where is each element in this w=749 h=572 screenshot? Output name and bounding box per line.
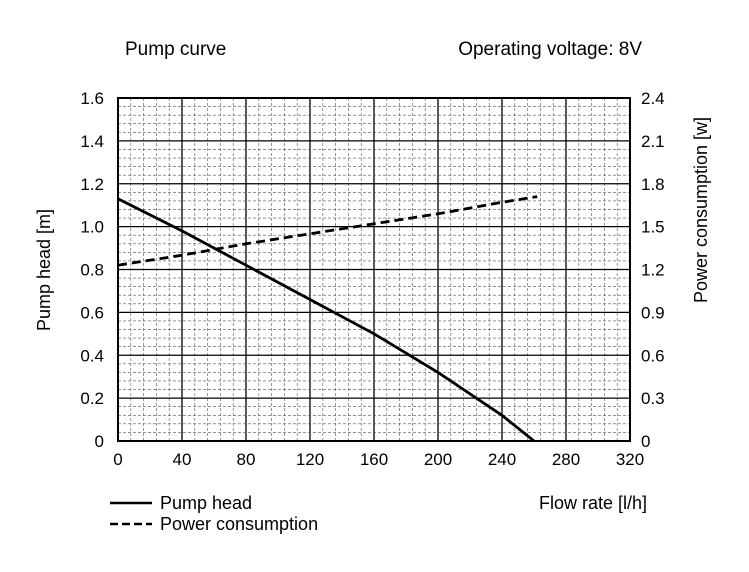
left-y-tick-labels: 0 0.2 0.4 0.6 0.8 1.0 1.2 1.4 1.6: [80, 89, 104, 451]
chart-title: Pump curve: [125, 39, 226, 60]
legend: Pump head Power consumption: [110, 493, 318, 534]
left-y-tick-label: 0: [95, 432, 104, 451]
plot-area-frame: [117, 97, 631, 442]
right-y-tick-label: 1.2: [641, 261, 665, 280]
left-y-tick-label: 0.8: [80, 261, 104, 280]
x-axis-title: Flow rate [l/h]: [539, 493, 647, 513]
x-tick-labels: 0 40 80 120 160 200 240 280 320: [113, 450, 644, 469]
legend-label-power-consumption: Power consumption: [160, 514, 318, 534]
right-y-tick-label: 0.9: [641, 303, 665, 322]
left-y-tick-label: 1.6: [80, 89, 104, 108]
series-lines: [117, 195, 538, 443]
x-tick-label: 40: [173, 450, 192, 469]
x-tick-label: 200: [424, 450, 452, 469]
chart-subtitle: Operating voltage: 8V: [458, 39, 642, 60]
x-tick-label: 80: [237, 450, 256, 469]
right-y-tick-label: 1.5: [641, 218, 665, 237]
x-tick-label: 280: [552, 450, 580, 469]
left-y-tick-label: 0.2: [80, 389, 104, 408]
series-line-power-consumption: [117, 195, 538, 267]
right-y-tick-label: 2.1: [641, 132, 665, 151]
left-y-tick-label: 0.6: [80, 303, 104, 322]
right-y-tick-label: 0: [641, 432, 650, 451]
grid: [118, 98, 630, 441]
right-y-axis-title: Power consumption [w]: [691, 117, 711, 303]
right-y-tick-labels: 0 0.3 0.6 0.9 1.2 1.5 1.8 2.1 2.4: [641, 89, 665, 451]
x-tick-label: 120: [296, 450, 324, 469]
left-y-tick-label: 1.2: [80, 175, 104, 194]
x-tick-label: 320: [616, 450, 644, 469]
series-line-pump-head: [117, 197, 535, 443]
left-y-tick-label: 1.0: [80, 218, 104, 237]
x-tick-label: 160: [360, 450, 388, 469]
left-y-tick-label: 0.4: [80, 346, 104, 365]
left-y-tick-label: 1.4: [80, 132, 104, 151]
right-y-tick-label: 0.6: [641, 346, 665, 365]
x-tick-label: 240: [488, 450, 516, 469]
right-y-tick-label: 2.4: [641, 89, 665, 108]
right-y-tick-label: 0.3: [641, 389, 665, 408]
x-tick-label: 0: [113, 450, 122, 469]
left-y-axis-title: Pump head [m]: [34, 209, 54, 331]
right-y-tick-label: 1.8: [641, 175, 665, 194]
legend-label-pump-head: Pump head: [160, 493, 252, 513]
